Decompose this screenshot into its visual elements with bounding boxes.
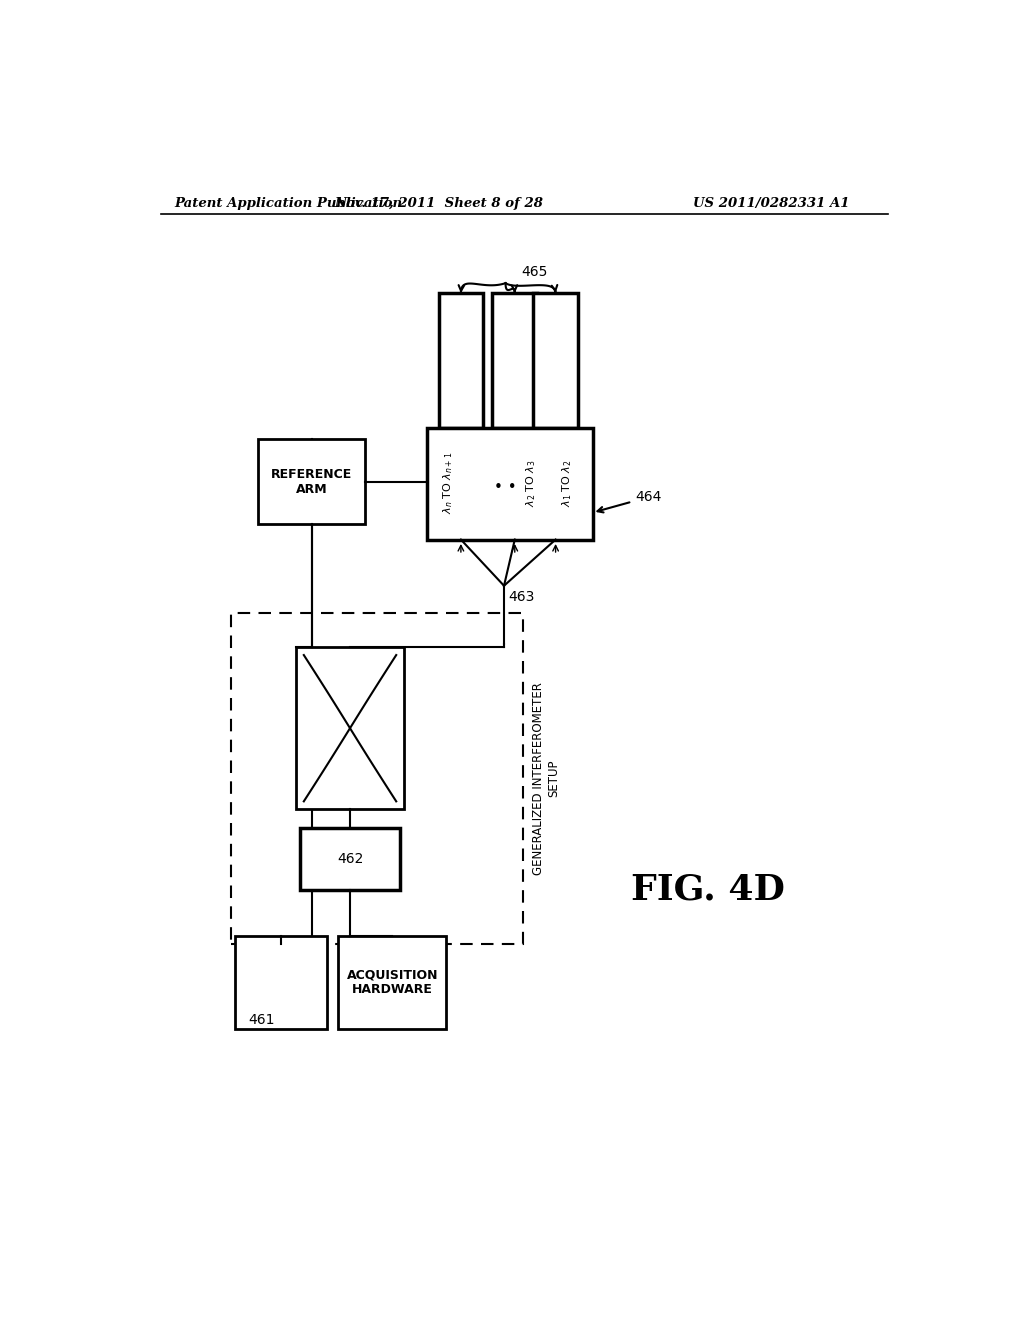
Text: 463: 463 [508, 590, 535, 603]
Bar [258, 440, 366, 524]
Text: GENERALIZED INTERFEROMETER
SETUP: GENERALIZED INTERFEROMETER SETUP [532, 682, 560, 875]
Bar [234, 936, 327, 1028]
Text: Nov. 17, 2011  Sheet 8 of 28: Nov. 17, 2011 Sheet 8 of 28 [334, 197, 543, 210]
Bar [230, 612, 523, 944]
Text: 462: 462 [337, 853, 364, 866]
Text: 465: 465 [521, 264, 547, 279]
Text: REFERENCE
ARM: REFERENCE ARM [271, 467, 352, 496]
Bar [300, 829, 400, 890]
Text: 461: 461 [249, 1014, 274, 1027]
Text: $\lambda_2$ TO $\lambda_3$: $\lambda_2$ TO $\lambda_3$ [524, 459, 538, 507]
Bar [296, 647, 403, 809]
Text: ACQUISITION
HARDWARE: ACQUISITION HARDWARE [346, 969, 438, 997]
Bar [427, 428, 593, 540]
Bar [493, 293, 538, 428]
Text: $\lambda_n$ TO $\lambda_{n+1}$: $\lambda_n$ TO $\lambda_{n+1}$ [441, 453, 456, 515]
Bar [534, 293, 578, 428]
Text: • •: • • [495, 479, 517, 495]
Text: Patent Application Publication: Patent Application Publication [174, 197, 402, 210]
Text: FIG. 4D: FIG. 4D [631, 873, 785, 907]
Text: $\lambda_1$ TO $\lambda_2$: $\lambda_1$ TO $\lambda_2$ [560, 459, 574, 507]
Text: 464: 464 [597, 490, 662, 512]
Bar [438, 293, 483, 428]
Bar [339, 936, 446, 1028]
Text: US 2011/0282331 A1: US 2011/0282331 A1 [692, 197, 849, 210]
